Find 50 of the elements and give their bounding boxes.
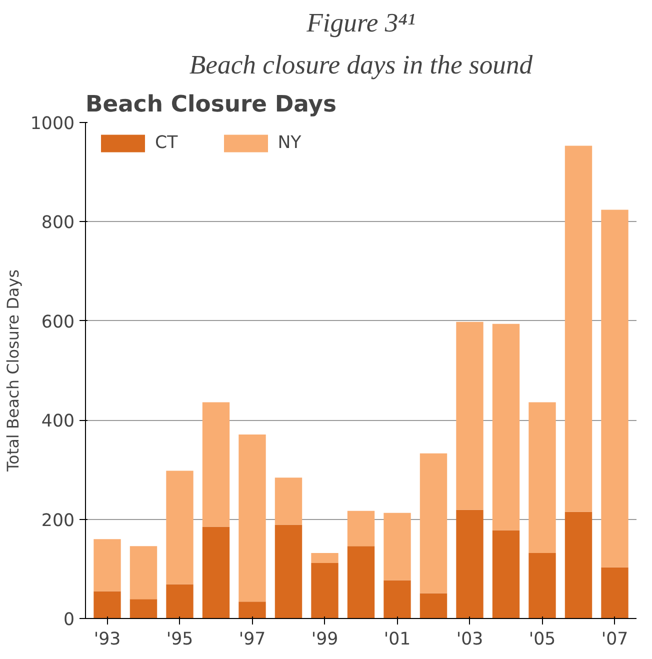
bar [456, 322, 484, 510]
y-tick-label: 0 [63, 610, 75, 630]
bar [492, 324, 520, 530]
bar [492, 530, 520, 618]
bar [202, 526, 230, 618]
bar [347, 510, 375, 546]
bar [130, 546, 158, 600]
bar [456, 510, 484, 618]
bar [94, 591, 121, 618]
y-axis-title: Total Beach Closure Days [3, 269, 22, 473]
bar [130, 599, 158, 618]
bar [420, 593, 448, 618]
y-tick-label: 1000 [30, 114, 75, 134]
x-tick-label: '05 [528, 630, 556, 650]
x-tick-label: '07 [601, 630, 628, 650]
legend-label: CT [155, 133, 178, 153]
x-tick-label: '01 [384, 630, 411, 650]
bar [564, 146, 592, 512]
bar [166, 584, 194, 618]
x-tick-label: '99 [311, 630, 338, 650]
bar [564, 512, 592, 618]
bar [274, 524, 302, 618]
bar [274, 478, 302, 525]
bar [420, 453, 448, 594]
bar [238, 434, 266, 602]
x-tick-label: '03 [456, 630, 484, 650]
bar [601, 210, 628, 568]
bar [528, 402, 556, 554]
bar [94, 539, 121, 592]
x-tick-label: '95 [166, 630, 194, 650]
legend-label: NY [278, 133, 302, 153]
y-tick-label: 800 [41, 213, 75, 234]
bar [384, 512, 411, 580]
bar [384, 580, 411, 618]
bar [601, 567, 628, 618]
bar [311, 553, 338, 563]
bar [347, 546, 375, 618]
chart-title: Figure 3⁴¹ [306, 8, 416, 38]
y-tick-label: 600 [41, 312, 75, 332]
y-tick-label: 400 [41, 412, 75, 432]
bar [311, 562, 338, 618]
bar [202, 402, 230, 527]
bar [166, 470, 194, 584]
bar [528, 553, 556, 618]
x-tick-label: '93 [94, 630, 121, 650]
y-tick-label: 200 [41, 510, 75, 531]
bar [238, 602, 266, 618]
chart-subtitle: Beach closure days in the sound [189, 50, 534, 80]
text: Beach Closure Days [86, 92, 337, 118]
x-tick-label: '97 [238, 630, 266, 650]
